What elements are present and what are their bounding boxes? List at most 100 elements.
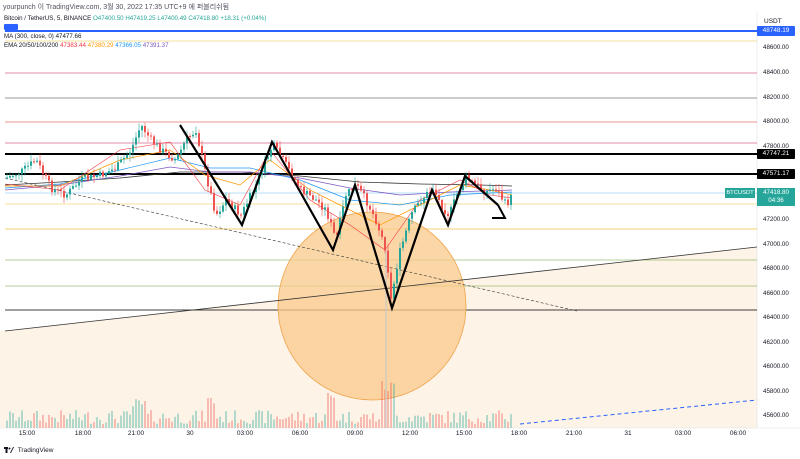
volume-bar (60, 410, 62, 428)
candle-body (231, 202, 233, 210)
volume-bar (153, 421, 155, 428)
candle-body (198, 133, 200, 146)
volume-bar (213, 403, 215, 428)
volume-bar (495, 413, 497, 428)
volume-bar (297, 411, 299, 428)
volume-bar (465, 411, 467, 428)
projection-dashed-line[interactable] (519, 399, 758, 425)
candle-body (96, 175, 98, 178)
volume-bar (381, 381, 383, 428)
brand-name: TradingView (17, 447, 54, 454)
ma-label[interactable]: MA (300, close, 0) (4, 33, 54, 40)
volume-bar (105, 422, 107, 428)
volume-bar (195, 410, 197, 428)
volume-bar (243, 420, 245, 428)
volume-bar (318, 422, 320, 428)
candle-body (207, 168, 209, 187)
candle-body (396, 268, 398, 284)
volume-bar (372, 413, 374, 428)
falling-dashed-trendline[interactable] (4, 177, 578, 312)
x-tick: 21:00 (565, 430, 583, 437)
candle-body (276, 142, 278, 148)
x-tick: 15:00 (18, 430, 36, 437)
zigzag-pattern-drawing[interactable] (179, 124, 499, 312)
candle-body (66, 194, 68, 198)
volume-bar (18, 417, 20, 428)
level-price-tag-47571[interactable]: 47571.17 (757, 169, 795, 179)
candle-body (342, 206, 344, 219)
candle-body (186, 136, 188, 144)
volume-bar (498, 410, 500, 428)
volume-bar (474, 423, 476, 428)
symbol-title[interactable]: Bitcoin / TetherUS, 5, BINANCE (4, 15, 92, 22)
candle-body (147, 132, 149, 136)
level-price-tag-47747[interactable]: 47747.21 (757, 149, 795, 159)
volume-bar (42, 414, 44, 428)
footer-brand[interactable]: TradingView (4, 447, 53, 454)
volume-bar (402, 421, 404, 428)
ohlc-change: +18.31 (+0.04%) (220, 15, 267, 22)
candle-body (222, 205, 224, 212)
volume-bar (231, 420, 233, 428)
volume-bar (216, 418, 218, 428)
volume-bar (456, 422, 458, 428)
candle-body (30, 161, 32, 166)
candle-body (228, 199, 230, 203)
candle-body (45, 173, 47, 176)
currency-label[interactable]: USDT (764, 18, 782, 25)
volume-bar (72, 418, 74, 428)
volume-bar (30, 420, 32, 428)
arrow-head[interactable] (492, 204, 507, 219)
volume-bar (249, 423, 251, 428)
ohlc-high: H47419.25 (125, 15, 156, 22)
volume-bar (330, 395, 332, 428)
volume-bar (450, 422, 452, 428)
volume-bar (222, 422, 224, 428)
rising-trendline[interactable] (4, 246, 758, 332)
volume-bar (339, 420, 341, 428)
volume-bar (423, 416, 425, 428)
volume-bar (393, 383, 395, 428)
volume-bar (129, 414, 131, 428)
candlesticks[interactable] (6, 122, 512, 305)
x-tick: 06:00 (291, 430, 309, 437)
volume-bar (354, 423, 356, 428)
volume-bar (441, 415, 443, 428)
ema-label[interactable]: EMA 20/50/100/200 (4, 42, 59, 49)
volume-bar (366, 414, 368, 428)
x-tick: 18:00 (510, 430, 528, 437)
volume-bar (246, 422, 248, 428)
volume-bar (9, 411, 11, 428)
candle-body (462, 184, 464, 191)
candle-body (126, 155, 128, 158)
volume-bar (228, 422, 230, 428)
volume-bar (399, 422, 401, 428)
volume-bar (204, 421, 206, 428)
volume-bar (363, 414, 365, 428)
volume-bar (360, 417, 362, 428)
volume-indicator-icon[interactable] (4, 24, 18, 31)
volume-bar (225, 411, 227, 428)
volume-bar (240, 419, 242, 428)
candle-body (114, 169, 116, 171)
candle-body (309, 190, 311, 196)
volume-bar (309, 417, 311, 428)
volume-bar (90, 423, 92, 428)
ema-200-line (4, 166, 513, 196)
candle-body (408, 218, 410, 231)
volume-bar (489, 421, 491, 428)
candle-body (102, 171, 104, 177)
top-level-price-tag[interactable]: 48748.19 (757, 26, 795, 36)
volume-bar (162, 413, 164, 428)
candle-body (435, 189, 437, 195)
volume-bar (144, 401, 146, 428)
candle-body (480, 184, 482, 190)
ema-100-value: 47366.05 (115, 42, 141, 49)
candle-body (357, 184, 359, 186)
candle-body (333, 222, 335, 233)
ohlc-close: C47418.80 (188, 15, 219, 22)
volume-bar (420, 416, 422, 428)
candle-body (36, 160, 38, 162)
volume-bar (300, 420, 302, 428)
